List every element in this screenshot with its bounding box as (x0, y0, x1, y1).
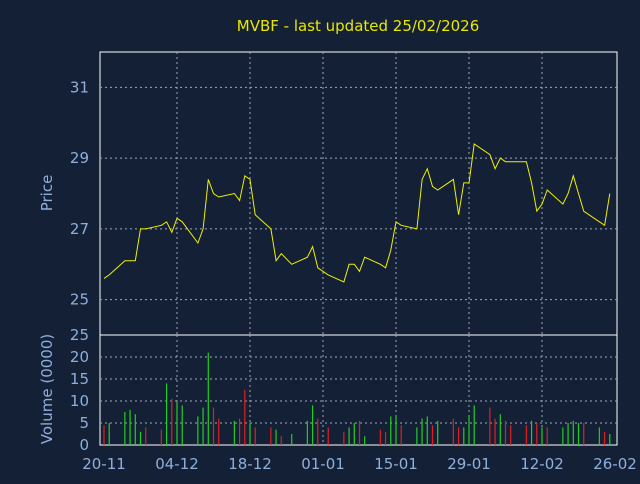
x-tick-label: 01-01 (301, 455, 345, 473)
volume-tick-label: 5 (79, 414, 89, 432)
price-tick-label: 29 (70, 149, 89, 167)
price-tick-label: 25 (70, 291, 89, 309)
price-panel-frame (99, 51, 618, 336)
x-tick-label: 18-12 (228, 455, 272, 473)
x-tick-label: 04-12 (155, 455, 199, 473)
grid-lines (100, 52, 617, 445)
volume-tick-label: 15 (70, 370, 89, 388)
price-tick-label: 27 (70, 220, 89, 238)
chart-title: MVBF - last updated 25/02/2026 (237, 17, 480, 35)
x-tick-label: 26-02 (593, 455, 637, 473)
volume-tick-label: 25 (70, 326, 89, 344)
tick-labels: 20-11 04-12 18-12 01-01 15-01 29-01 12-02 26-02… (70, 78, 637, 473)
price-line (103, 143, 611, 283)
x-tick-label: 15-01 (374, 455, 418, 473)
volume-panel-frame (99, 334, 618, 446)
volume-bars (103, 352, 611, 445)
price-axis-label: Price (38, 175, 56, 212)
price-series (103, 143, 611, 283)
volume-axis-label: Volume (0000) (38, 334, 56, 444)
volume-tick-label: 10 (70, 392, 89, 410)
price-tick-label: 31 (70, 78, 89, 96)
x-tick-label: 12-02 (520, 455, 564, 473)
volume-tick-label: 0 (79, 436, 89, 454)
x-tick-label: 20-11 (82, 455, 126, 473)
x-tick-label: 29-01 (447, 455, 491, 473)
volume-tick-label: 20 (70, 348, 89, 366)
